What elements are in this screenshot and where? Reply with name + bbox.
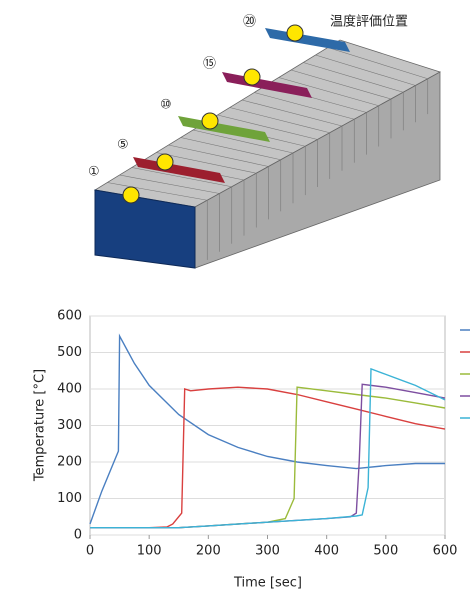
y-axis-title: Temperature [°C]	[33, 369, 48, 482]
figure: 温度評価位置 ⑳ ⑮ ⑩ ⑤ ① Time [sec] Temperature …	[0, 0, 470, 598]
battery-illustration: 温度評価位置 ⑳ ⑮ ⑩ ⑤ ①	[88, 14, 440, 269]
x-tick-label: 500	[373, 544, 398, 559]
cell-label: ⑳	[243, 15, 256, 30]
y-tick-label: 300	[57, 418, 82, 433]
y-tick-label: 500	[57, 345, 82, 360]
marker	[157, 154, 173, 170]
x-tick-label: 0	[86, 544, 94, 559]
x-axis-title: Time [sec]	[233, 576, 302, 591]
series-line	[90, 369, 445, 528]
series-line	[90, 387, 445, 528]
y-tick-label: 0	[74, 528, 82, 543]
y-tick-label: 200	[57, 455, 82, 470]
y-tick-label: 100	[57, 491, 82, 506]
cell-label: ⑤	[117, 138, 129, 153]
marker	[287, 25, 303, 41]
cell-label: ⑩	[160, 98, 172, 113]
marker	[123, 187, 139, 203]
y-tick-label: 400	[57, 382, 82, 397]
x-tick-label: 400	[314, 544, 339, 559]
strip-20	[265, 28, 350, 52]
x-tick-label: 100	[137, 544, 162, 559]
caption: 温度評価位置	[330, 14, 408, 30]
marker	[244, 69, 260, 85]
marker	[202, 113, 218, 129]
x-tick-label: 200	[196, 544, 221, 559]
x-tick-label: 600	[433, 544, 458, 559]
series-line	[90, 336, 445, 524]
series-line	[90, 387, 445, 528]
x-tick-label: 300	[255, 544, 280, 559]
cell-label: ①	[88, 165, 100, 180]
cell-label: ⑮	[203, 57, 216, 72]
y-tick-label: 600	[57, 309, 82, 324]
